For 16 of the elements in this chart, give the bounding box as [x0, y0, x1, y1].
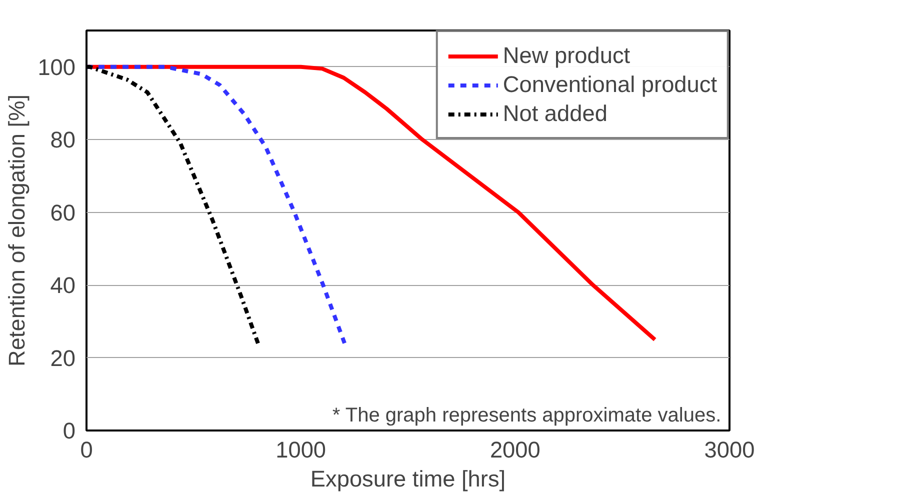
legend-label: Conventional product: [502, 71, 717, 98]
y-tick-label: 100: [38, 54, 76, 80]
y-tick-label: 20: [50, 344, 76, 371]
x-tick-label: 1000: [276, 436, 326, 462]
y-tick-label: 80: [50, 126, 76, 153]
x-axis-title: Exposure time [hrs]: [310, 466, 506, 492]
legend-label: New product: [502, 42, 630, 69]
annotation: * The graph represents approximate values.: [332, 404, 722, 426]
y-tick-label: 0: [62, 418, 76, 444]
legend-label: Not added: [502, 100, 608, 127]
y-tick-label: 40: [50, 272, 76, 298]
y-axis-title: Retention of elongation [%]: [4, 94, 30, 367]
x-tick-label: 0: [80, 436, 93, 462]
y-tick-label: 60: [50, 199, 76, 226]
x-tick-label: 2000: [490, 436, 540, 462]
x-tick-label: 3000: [704, 436, 755, 462]
